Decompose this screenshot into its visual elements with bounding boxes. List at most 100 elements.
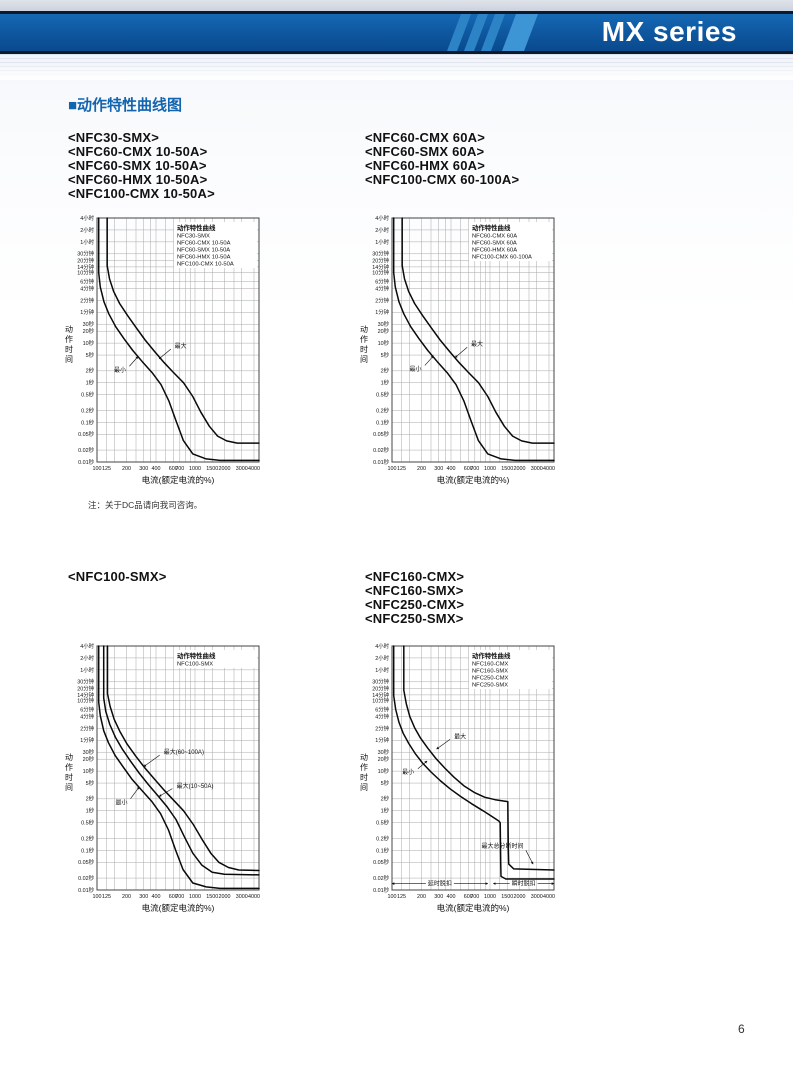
- model-line: <NFC100-SMX>: [68, 569, 167, 584]
- svg-text:30秒: 30秒: [378, 748, 390, 756]
- svg-text:0.01秒: 0.01秒: [78, 886, 94, 894]
- svg-text:125: 125: [397, 894, 406, 900]
- svg-text:300: 300: [139, 894, 148, 900]
- svg-text:动作时间: 动作时间: [65, 752, 73, 792]
- svg-text:动作时间: 动作时间: [360, 324, 368, 364]
- svg-text:0.01秒: 0.01秒: [78, 458, 94, 466]
- svg-text:3000: 3000: [236, 894, 248, 900]
- svg-text:0.2秒: 0.2秒: [376, 834, 389, 842]
- model-line: <NFC160-CMX>: [365, 569, 465, 584]
- svg-text:700: 700: [470, 466, 479, 472]
- svg-text:最小: 最小: [402, 768, 414, 776]
- svg-text:0.5秒: 0.5秒: [376, 819, 389, 827]
- svg-text:4000: 4000: [543, 466, 555, 472]
- svg-text:最大: 最大: [471, 340, 483, 348]
- svg-text:0.5秒: 0.5秒: [376, 391, 389, 399]
- svg-text:0.1秒: 0.1秒: [81, 846, 94, 854]
- model-line: <NFC60-CMX 60A>: [365, 130, 486, 145]
- svg-text:2分钟: 2分钟: [80, 724, 94, 732]
- svg-text:1500: 1500: [206, 894, 218, 900]
- svg-text:0.1秒: 0.1秒: [376, 846, 389, 854]
- svg-text:600: 600: [169, 894, 178, 900]
- svg-text:200: 200: [122, 894, 131, 900]
- svg-text:2分钟: 2分钟: [375, 724, 389, 732]
- svg-text:0.05秒: 0.05秒: [373, 430, 389, 438]
- model-group-small-amp: <NFC30-SMX> <NFC60-CMX 10-50A> <NFC60-SMX …: [68, 131, 215, 201]
- svg-text:动作特性曲线: 动作特性曲线: [472, 651, 511, 660]
- svg-text:6分钟: 6分钟: [80, 277, 94, 285]
- svg-text:电流(额定电流的%): 电流(额定电流的%): [437, 903, 510, 913]
- svg-text:0.02秒: 0.02秒: [373, 874, 389, 882]
- svg-text:700: 700: [175, 466, 184, 472]
- svg-text:4小时: 4小时: [80, 214, 94, 222]
- page-title: MX series: [601, 16, 737, 47]
- svg-text:1秒: 1秒: [381, 807, 390, 815]
- svg-text:2000: 2000: [513, 466, 525, 472]
- svg-text:2小时: 2小时: [80, 226, 94, 234]
- svg-text:6分钟: 6分钟: [375, 277, 389, 285]
- svg-text:20分钟: 20分钟: [372, 257, 389, 265]
- svg-text:1500: 1500: [501, 466, 513, 472]
- svg-text:延时脱扣: 延时脱扣: [428, 880, 452, 888]
- svg-text:2小时: 2小时: [375, 654, 389, 662]
- svg-text:最大(60~100A): 最大(60~100A): [164, 748, 204, 756]
- svg-text:20秒: 20秒: [378, 755, 390, 763]
- top-strip: [0, 0, 793, 11]
- svg-text:1小时: 1小时: [80, 238, 94, 246]
- svg-text:1分钟: 1分钟: [80, 308, 94, 316]
- svg-text:30秒: 30秒: [83, 748, 95, 756]
- svg-text:0.2秒: 0.2秒: [81, 406, 94, 414]
- svg-text:2分钟: 2分钟: [375, 296, 389, 304]
- svg-text:100: 100: [388, 466, 397, 472]
- svg-text:0.1秒: 0.1秒: [81, 418, 94, 426]
- svg-text:NFC60-SMX 10-50A: NFC60-SMX 10-50A: [177, 248, 230, 254]
- svg-text:10分钟: 10分钟: [77, 697, 94, 705]
- svg-text:4分钟: 4分钟: [375, 712, 389, 720]
- svg-text:NFC250-SMX: NFC250-SMX: [472, 683, 508, 689]
- svg-text:4小时: 4小时: [375, 642, 389, 650]
- model-line: <NFC100-CMX 10-50A>: [68, 186, 215, 201]
- svg-text:1分钟: 1分钟: [375, 308, 389, 316]
- svg-text:600: 600: [464, 466, 473, 472]
- svg-text:1000: 1000: [484, 894, 496, 900]
- svg-text:动作特性曲线: 动作特性曲线: [177, 223, 216, 232]
- svg-text:10秒: 10秒: [378, 339, 390, 347]
- svg-text:20秒: 20秒: [378, 327, 390, 335]
- svg-text:300: 300: [139, 466, 148, 472]
- svg-text:最大: 最大: [454, 732, 466, 740]
- svg-text:14分钟: 14分钟: [372, 691, 389, 699]
- svg-text:125: 125: [102, 894, 111, 900]
- svg-text:2小时: 2小时: [80, 654, 94, 662]
- svg-text:1分钟: 1分钟: [80, 736, 94, 744]
- svg-text:NFC60-CMX 10-50A: NFC60-CMX 10-50A: [177, 241, 231, 247]
- svg-text:10秒: 10秒: [83, 767, 95, 775]
- svg-text:20秒: 20秒: [83, 327, 95, 335]
- svg-text:2小时: 2小时: [375, 226, 389, 234]
- svg-text:400: 400: [151, 894, 160, 900]
- svg-text:NFC100-CMX 60-100A: NFC100-CMX 60-100A: [472, 255, 532, 261]
- svg-text:20分钟: 20分钟: [77, 257, 94, 265]
- svg-text:5秒: 5秒: [86, 351, 95, 359]
- svg-text:动作特性曲线: 动作特性曲线: [177, 651, 216, 660]
- svg-text:NFC60-HMX 10-50A: NFC60-HMX 10-50A: [177, 255, 231, 261]
- model-group-nfc160-250: <NFC160-CMX> <NFC160-SMX> <NFC250-CMX> <NFC…: [365, 570, 464, 626]
- svg-text:1500: 1500: [501, 894, 513, 900]
- header-stripes-icon: [447, 14, 538, 51]
- svg-text:700: 700: [470, 894, 479, 900]
- svg-text:700: 700: [175, 894, 184, 900]
- svg-text:6分钟: 6分钟: [375, 705, 389, 713]
- svg-text:5秒: 5秒: [381, 351, 390, 359]
- chart-nfc60-100-60-100a: 动作特性曲线 NFC60-CMX 60A NFC60-SMX 60A NFC60-HM…: [352, 210, 602, 494]
- svg-text:20分钟: 20分钟: [77, 685, 94, 693]
- svg-text:1500: 1500: [206, 466, 218, 472]
- svg-text:10分钟: 10分钟: [372, 269, 389, 277]
- svg-text:电流(额定电流的%): 电流(额定电流的%): [142, 475, 215, 485]
- model-group-large-amp: <NFC60-CMX 60A> <NFC60-SMX 60A> <NFC60-HMX…: [365, 131, 519, 187]
- svg-text:10分钟: 10分钟: [77, 269, 94, 277]
- svg-text:0.5秒: 0.5秒: [81, 819, 94, 827]
- svg-text:最大(10~50A): 最大(10~50A): [177, 782, 214, 790]
- header-bar: MX series: [0, 11, 793, 54]
- svg-text:300: 300: [434, 894, 443, 900]
- svg-text:最大: 最大: [175, 342, 187, 350]
- svg-text:4小时: 4小时: [80, 642, 94, 650]
